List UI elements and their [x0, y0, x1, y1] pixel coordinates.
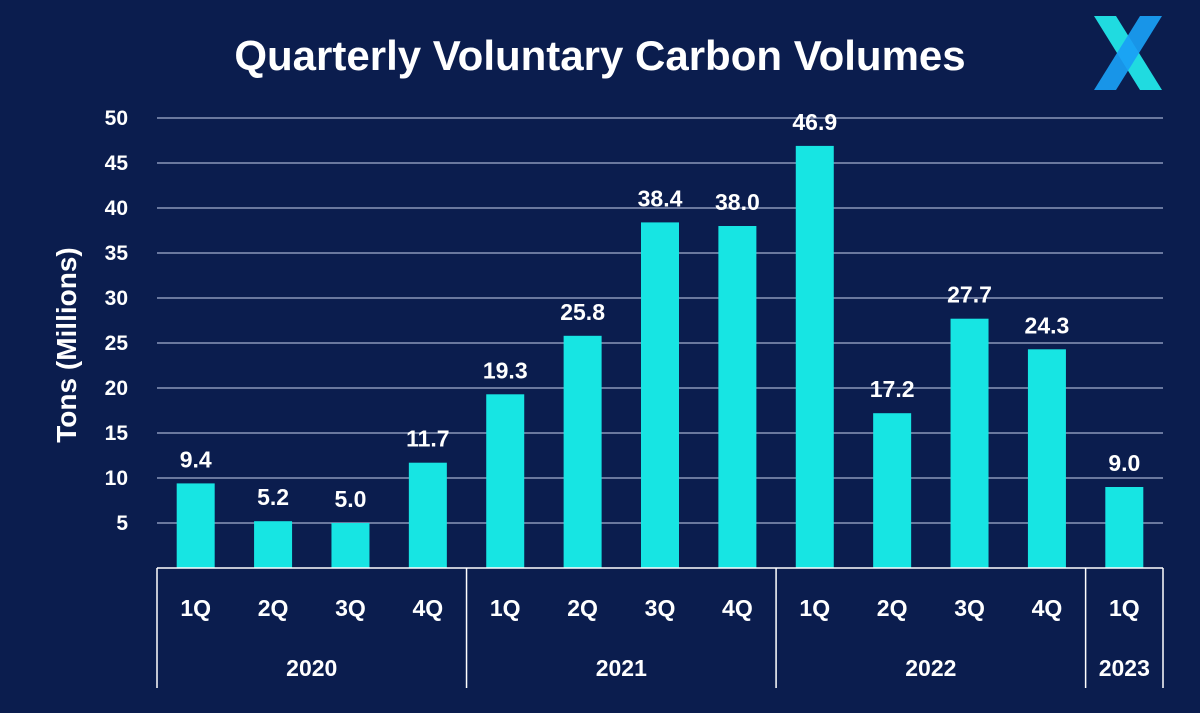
chart-title: Quarterly Voluntary Carbon Volumes [234, 32, 965, 79]
bar [486, 394, 525, 568]
bar [1027, 349, 1066, 568]
bar [176, 483, 215, 568]
bar-value-label: 19.3 [483, 357, 528, 383]
bar [641, 222, 679, 568]
x-tick-label: 2Q [877, 595, 908, 621]
x-tick-label: 1Q [490, 595, 521, 621]
y-tick-label: 25 [105, 332, 129, 355]
bar-value-label: 11.7 [406, 426, 450, 452]
y-tick-label: 30 [105, 287, 128, 310]
x-tick-label: 4Q [1032, 595, 1063, 621]
x-tick-label: 3Q [335, 595, 366, 621]
x-tick-label: 3Q [954, 595, 985, 621]
bar [873, 413, 912, 568]
bar [718, 226, 757, 568]
bar-value-label: 27.7 [947, 282, 992, 308]
bar [563, 335, 602, 568]
x-tick-label: 4Q [722, 595, 753, 621]
bar [1105, 487, 1144, 568]
x-tick-label: 2Q [258, 595, 289, 621]
bar-value-label: 24.3 [1025, 312, 1070, 338]
y-tick-label: 15 [105, 422, 129, 445]
bar-value-label: 25.8 [560, 299, 605, 325]
year-group-label: 2020 [286, 655, 337, 681]
x-tick-label: 1Q [180, 595, 211, 621]
bar-value-label: 9.0 [1108, 450, 1140, 476]
bar-value-label: 38.0 [715, 189, 760, 215]
x-logo-icon [1094, 16, 1162, 90]
y-tick-label: 5 [116, 512, 128, 535]
y-tick-label: 40 [105, 197, 128, 220]
y-tick-label: 10 [105, 467, 128, 490]
y-tick-label: 20 [105, 377, 128, 400]
bar-value-label: 46.9 [792, 109, 837, 135]
x-tick-label: 3Q [645, 595, 676, 621]
year-group-label: 2021 [596, 655, 647, 681]
bar [795, 145, 834, 568]
bar-value-label: 5.2 [257, 484, 289, 510]
y-tick-label: 50 [105, 107, 128, 130]
y-axis-label: Tons (Millions) [51, 247, 82, 442]
y-tick-label: 35 [105, 242, 129, 265]
year-group-label: 2022 [905, 655, 956, 681]
bar [331, 523, 370, 568]
logo-stroke-blue [1094, 16, 1162, 90]
bar-value-label: 5.0 [334, 486, 366, 512]
x-tick-label: 2Q [567, 595, 598, 621]
bar [408, 462, 447, 568]
bar-value-label: 17.2 [870, 376, 915, 402]
y-tick-label: 45 [105, 152, 129, 175]
bar [254, 521, 293, 568]
x-tick-label: 1Q [799, 595, 830, 621]
x-tick-label: 4Q [413, 595, 444, 621]
bar-value-label: 9.4 [180, 446, 212, 472]
x-tick-label: 1Q [1109, 595, 1140, 621]
bar-value-label: 38.4 [638, 185, 683, 211]
x-axis: 1Q 2Q 3Q 4Q 1Q 2Q 3Q 4Q 1Q 2Q 3Q 4Q 1Q 2020 2021 2022 20… [156, 567, 1164, 688]
bar [950, 318, 989, 568]
year-group-label: 2023 [1099, 655, 1150, 681]
bars: 9.4 5.2 5.0 11.7 19.3 25.8 38.4 38.0 46.9 17.2 27.… [176, 109, 1144, 568]
grid-lines: 5 10 15 20 25 30 35 40 45 50 [105, 107, 1163, 535]
